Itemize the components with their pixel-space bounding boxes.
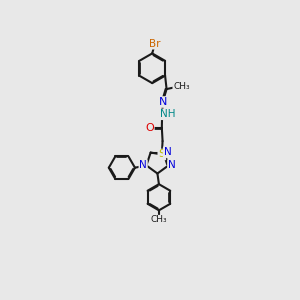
Text: N: N xyxy=(168,160,176,170)
Text: NH: NH xyxy=(160,109,175,119)
Text: N: N xyxy=(164,147,171,157)
Text: N: N xyxy=(158,97,167,107)
Text: N: N xyxy=(139,160,147,170)
Text: S: S xyxy=(158,149,165,160)
Text: CH₃: CH₃ xyxy=(151,215,167,224)
Text: CH₃: CH₃ xyxy=(173,82,190,91)
Text: Br: Br xyxy=(149,39,160,49)
Text: O: O xyxy=(145,123,154,133)
